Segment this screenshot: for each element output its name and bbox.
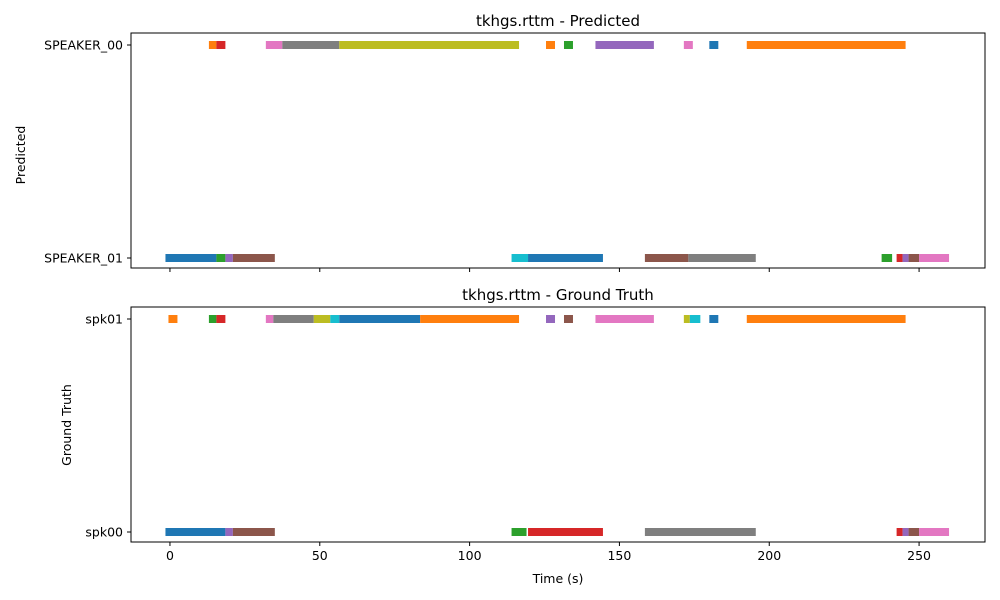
ground-truth-segment <box>339 315 421 323</box>
ground-truth-x-tick-label: 250 <box>907 548 931 563</box>
ground-truth-segment <box>511 528 527 536</box>
predicted-segment <box>265 41 283 49</box>
predicted-segment <box>216 41 226 49</box>
predicted-y-tick-label: SPEAKER_01 <box>44 251 123 266</box>
predicted-ticks: SPEAKER_00 SPEAKER_01 <box>44 38 920 272</box>
predicted-segment <box>563 41 573 49</box>
ground-truth-panel: tkhgs.rttm - Ground Truth Ground Truth T… <box>59 286 986 586</box>
predicted-segment <box>528 254 603 262</box>
ground-truth-segment <box>165 528 226 536</box>
ground-truth-segment <box>313 315 331 323</box>
predicted-segment <box>595 41 654 49</box>
predicted-ylabel: Predicted <box>13 126 28 185</box>
ground-truth-x-tick-label: 200 <box>757 548 781 563</box>
ground-truth-segment <box>168 315 178 323</box>
ground-truth-segment <box>902 528 909 536</box>
predicted-segment <box>216 254 226 262</box>
ground-truth-segment <box>528 528 603 536</box>
predicted-segment <box>225 254 233 262</box>
ground-truth-segment <box>709 315 719 323</box>
predicted-segment <box>688 254 756 262</box>
predicted-axes-frame <box>130 32 986 269</box>
predicted-segment <box>208 41 217 49</box>
ground-truth-segment <box>330 315 340 323</box>
predicted-segment <box>896 254 903 262</box>
ground-truth-segment <box>420 315 520 323</box>
ground-truth-segment <box>225 528 233 536</box>
ground-truth-segment <box>689 315 701 323</box>
predicted-segment <box>683 41 693 49</box>
ground-truth-segment <box>265 315 274 323</box>
ground-truth-xlabel: Time (s) <box>532 571 584 586</box>
ground-truth-segment <box>595 315 654 323</box>
predicted-segment <box>746 41 906 49</box>
ground-truth-segment <box>273 315 314 323</box>
ground-truth-x-tick-label: 50 <box>312 548 328 563</box>
ground-truth-segment <box>896 528 903 536</box>
ground-truth-segment <box>216 315 226 323</box>
predicted-panel: tkhgs.rttm - Predicted Predicted SPEAKER… <box>13 12 986 272</box>
predicted-segment <box>165 254 217 262</box>
ground-truth-segment <box>919 528 950 536</box>
predicted-segment <box>282 41 340 49</box>
ground-truth-x-tick-label: 0 <box>166 548 174 563</box>
predicted-segment <box>339 41 520 49</box>
ground-truth-x-tick-label: 100 <box>458 548 482 563</box>
ground-truth-segment <box>644 528 756 536</box>
predicted-segment <box>644 254 689 262</box>
ground-truth-segment <box>208 315 217 323</box>
ground-truth-segment <box>908 528 920 536</box>
predicted-segment <box>902 254 909 262</box>
ground-truth-title: tkhgs.rttm - Ground Truth <box>462 286 654 304</box>
predicted-segment <box>908 254 920 262</box>
predicted-segment <box>709 41 719 49</box>
predicted-y-tick-label: SPEAKER_00 <box>44 38 123 53</box>
predicted-title: tkhgs.rttm - Predicted <box>476 12 640 30</box>
ground-truth-segment <box>563 315 573 323</box>
ground-truth-y-tick-label: spk00 <box>85 525 123 540</box>
ground-truth-ticks: 0 50 100 150 200 250 spk01 spk00 <box>85 312 931 564</box>
predicted-segment <box>919 254 950 262</box>
ground-truth-y-tick-label: spk01 <box>85 312 123 327</box>
ground-truth-ylabel: Ground Truth <box>59 384 74 466</box>
ground-truth-segment <box>746 315 906 323</box>
ground-truth-segment <box>546 315 556 323</box>
ground-truth-x-tick-label: 150 <box>607 548 631 563</box>
ground-truth-axes-frame <box>130 306 986 543</box>
ground-truth-segment <box>683 315 690 323</box>
predicted-segment <box>511 254 529 262</box>
predicted-segment <box>232 254 275 262</box>
ground-truth-segment <box>232 528 275 536</box>
predicted-segment <box>546 41 556 49</box>
predicted-segment <box>881 254 893 262</box>
predicted-segments <box>165 41 950 262</box>
ground-truth-segments <box>165 315 950 536</box>
